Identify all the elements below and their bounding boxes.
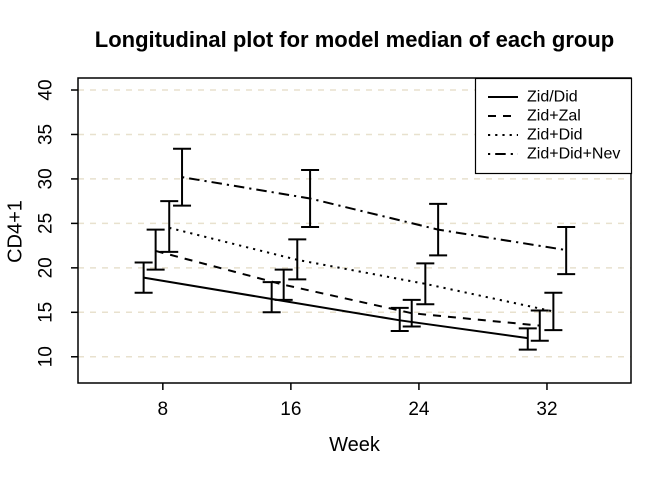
y-tick-label: 15 bbox=[36, 302, 57, 323]
y-tick-label: 35 bbox=[36, 124, 57, 145]
series-line bbox=[168, 226, 554, 313]
series-line bbox=[143, 276, 528, 340]
x-tick-label: 8 bbox=[158, 399, 169, 420]
series-line bbox=[155, 249, 540, 327]
plot-box bbox=[77, 77, 632, 384]
legend-label: Zid+Zal bbox=[527, 108, 581, 125]
legend-label: Zid+Did+Nev bbox=[527, 146, 620, 163]
y-tick-label: 30 bbox=[36, 168, 57, 189]
x-tick-label: 24 bbox=[408, 399, 430, 420]
legend-box bbox=[474, 77, 633, 175]
y-tick-label: 10 bbox=[36, 346, 57, 367]
y-tick-label: 20 bbox=[36, 257, 57, 278]
x-tick-label: 16 bbox=[280, 399, 301, 420]
y-tick-label: 25 bbox=[36, 213, 57, 234]
x-tick-label: 32 bbox=[536, 399, 557, 420]
chart-title: Longitudinal plot for model median of ea… bbox=[94, 27, 615, 52]
x-axis-label: Week bbox=[329, 434, 380, 456]
y-axis-label: CD4+1 bbox=[4, 200, 27, 263]
legend-label: Zid+Did bbox=[527, 127, 583, 144]
y-tick-label: 40 bbox=[36, 79, 57, 100]
legend-label: Zid/Did bbox=[527, 89, 578, 106]
series-line bbox=[181, 176, 567, 252]
